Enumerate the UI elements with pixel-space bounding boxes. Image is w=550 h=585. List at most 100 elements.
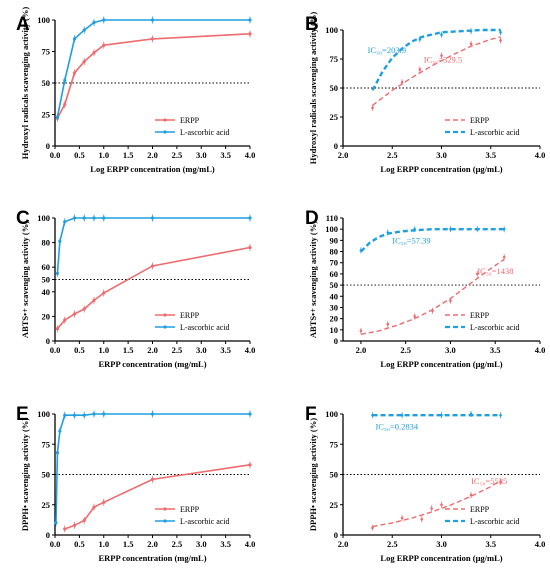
data-point <box>248 18 252 22</box>
x-tick-label: 3.5 <box>220 345 231 355</box>
series-erpp <box>55 244 252 333</box>
data-point <box>502 227 506 231</box>
y-axis-label: Hydroxyl radicals scavenging activity (%… <box>20 7 30 160</box>
y-tick-label: 20 <box>42 311 51 321</box>
panel-label: E <box>16 404 29 425</box>
data-point <box>150 37 155 41</box>
x-tick-label: 2.5 <box>172 150 183 160</box>
y-tick-label: 75 <box>42 47 51 57</box>
data-point <box>476 227 479 231</box>
x-tick-label: 3.0 <box>436 150 447 160</box>
data-point <box>102 18 106 22</box>
data-point <box>63 413 67 417</box>
data-point <box>386 231 390 234</box>
data-point <box>418 37 422 41</box>
data-point <box>359 329 363 333</box>
y-tick-label: 0 <box>46 530 50 540</box>
ic50-annotation: IC₅₀=203.9 <box>368 45 406 55</box>
x-tick-label: 0.0 <box>50 150 61 160</box>
legend-label: L-ascorbic acid <box>180 517 230 526</box>
series-l-ascorbic-acid <box>54 410 252 527</box>
data-point <box>248 412 252 416</box>
x-tick-label: 0.5 <box>74 150 85 160</box>
panel-a: A 0.0 0.5 1.0 1.5 2.0 2.5 3.0 3.5 4.0 0 25 50 75 100 Lo… <box>16 7 255 174</box>
x-tick-label: 1.5 <box>123 539 134 549</box>
data-point <box>63 527 67 531</box>
y-tick-label: 100 <box>37 409 50 419</box>
y-axis-label: DPPH• scavenging activity (%) <box>20 418 30 531</box>
legend-label: L-ascorbic acid <box>180 128 230 137</box>
y-tick-label: 60 <box>330 269 339 279</box>
legend-label: L-ascorbic acid <box>470 128 520 137</box>
y-tick-label: 50 <box>42 78 51 88</box>
x-axis-label: Log ERPP concentration (μg/mL) <box>380 164 502 174</box>
legend-label: ERPP <box>470 116 490 125</box>
series-line <box>56 246 251 330</box>
legend: ERPP L-ascorbic acid <box>155 311 230 332</box>
panel-c: C 0.0 0.5 1.0 1.5 2.0 2.5 3.0 3.5 4.0 0 20 40 50 60 80 1… <box>16 208 255 369</box>
legend-label: ERPP <box>180 505 200 514</box>
data-point <box>150 477 155 481</box>
data-point <box>449 227 452 231</box>
data-point <box>359 249 363 252</box>
data-point <box>92 298 96 303</box>
panel-label: F <box>305 404 317 425</box>
legend-marker <box>163 313 167 317</box>
x-axis-label: ERPP concentration (mg/mL) <box>98 359 206 369</box>
data-point <box>58 429 62 433</box>
x-tick-label: 0.5 <box>74 539 85 549</box>
x-tick-label: 2.0 <box>338 150 349 160</box>
y-tick-label: 100 <box>325 409 338 419</box>
x-tick-label: 2.5 <box>387 539 398 549</box>
x-tick-label: 3.0 <box>196 539 207 549</box>
data-point <box>82 413 86 417</box>
data-point <box>150 412 155 416</box>
data-point <box>449 299 452 303</box>
data-point <box>413 227 416 231</box>
ic50-annotation: IC₅₀=329.5 <box>424 54 462 64</box>
y-tick-label: 80 <box>42 238 51 248</box>
panel-label: D <box>305 208 319 229</box>
legend-marker <box>163 325 167 329</box>
legend-label: ERPP <box>470 311 490 320</box>
data-point <box>150 264 155 268</box>
legend: ERPP L-ascorbic acid <box>155 116 230 137</box>
x-tick-label: 4.0 <box>535 150 546 160</box>
x-tick-label: 2.5 <box>172 539 183 549</box>
y-axis-label: DPPH• scavenging activity (%) <box>308 418 318 531</box>
data-point <box>72 413 77 417</box>
data-point <box>54 521 58 525</box>
y-tick-label: 0 <box>46 141 50 151</box>
x-tick-label: 1.0 <box>98 150 109 160</box>
y-tick-label: 25 <box>330 112 339 122</box>
legend-label: ERPP <box>470 505 490 514</box>
y-tick-label: 90 <box>330 235 339 245</box>
series-line <box>55 413 250 523</box>
ic50-annotation: IC₅₀=57.39 <box>392 236 430 246</box>
x-tick-label: 2.0 <box>147 539 158 549</box>
series-erpp <box>371 478 502 531</box>
data-point <box>420 517 424 521</box>
x-tick-label: 3.5 <box>220 150 231 160</box>
series-erpp <box>371 36 502 111</box>
y-tick-label: 10 <box>330 325 339 335</box>
y-tick-label: 100 <box>325 25 338 35</box>
panel-label: B <box>305 14 319 35</box>
data-point <box>82 307 86 311</box>
x-tick-label: 3.5 <box>485 539 496 549</box>
y-tick-label: 50 <box>330 83 339 93</box>
x-tick-label: 2.0 <box>147 345 158 355</box>
legend: ERPP L-ascorbic acid <box>445 116 520 137</box>
data-point <box>102 500 106 504</box>
x-tick-label: 3.5 <box>220 539 231 549</box>
data-point <box>400 413 404 417</box>
data-point <box>72 71 77 75</box>
fit-curve <box>372 479 501 528</box>
y-tick-label: 40 <box>330 291 339 301</box>
y-tick-label: 40 <box>42 287 51 297</box>
y-tick-label: 30 <box>330 302 339 312</box>
data-point <box>371 413 374 417</box>
y-tick-label: 0 <box>46 336 50 346</box>
fit-curve <box>360 227 505 253</box>
